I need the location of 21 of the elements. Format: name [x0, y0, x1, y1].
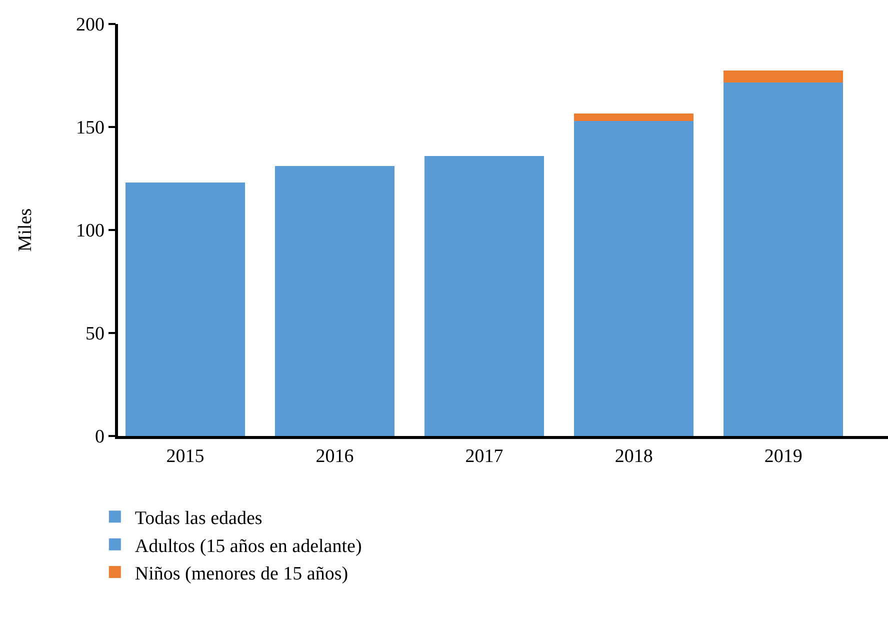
bar [424, 156, 544, 436]
bar [574, 114, 694, 121]
x-tick-label: 2018 [614, 446, 653, 467]
x-tick-label: 2015 [166, 446, 204, 467]
bar [574, 120, 694, 436]
bar [125, 182, 246, 436]
x-tick-label: 2016 [316, 446, 354, 467]
y-tick-label: 0 [94, 426, 104, 448]
y-tick-label: 150 [76, 118, 104, 139]
legend-label: Adultos (15 años en adelante) [134, 536, 362, 557]
bar [274, 166, 395, 436]
y-tick-label: 50 [85, 324, 104, 345]
y-tick-label: 100 [76, 220, 104, 242]
y-axis-title: Miles [14, 208, 36, 252]
x-tick-label: 2019 [764, 446, 802, 467]
bar [724, 70, 844, 83]
legend-label: Todas las edades [134, 508, 262, 530]
legend-label: Niños (menores de 15 años) [134, 563, 348, 584]
bar [724, 82, 844, 436]
y-tick-label: 200 [76, 14, 104, 36]
x-tick-label: 2017 [465, 446, 504, 467]
